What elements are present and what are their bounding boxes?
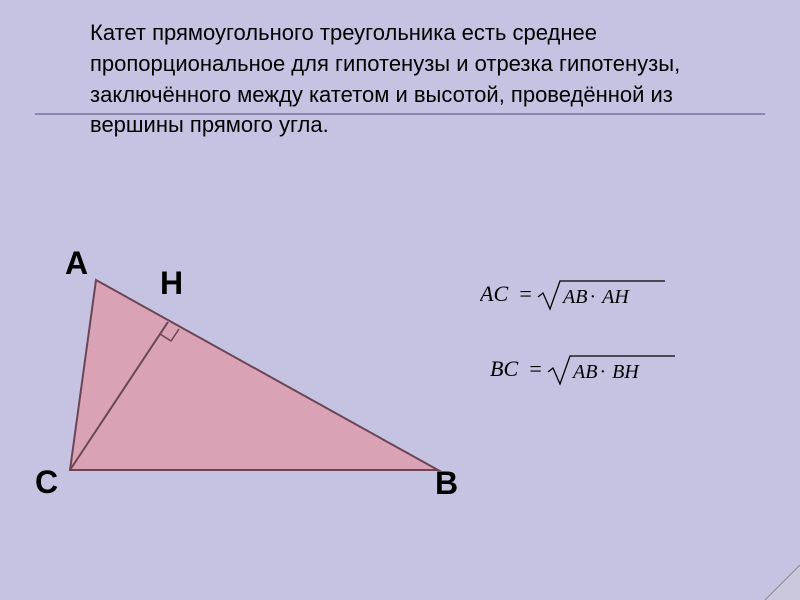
triangle-shape [70, 280, 438, 470]
triangle-diagram: А Н С В [40, 260, 460, 500]
vertex-label-h: Н [160, 265, 183, 302]
page-corner-fold [765, 565, 800, 600]
theorem-text: Катет прямоугольного треугольника есть с… [90, 18, 740, 141]
triangle-svg [40, 260, 460, 500]
svg-text:=: = [518, 281, 533, 306]
vertex-label-b: В [435, 465, 458, 502]
formula-right-1: AB·AH [561, 286, 630, 308]
vertex-label-c: С [35, 464, 58, 501]
vertex-label-a: А [65, 245, 88, 282]
svg-text:=: = [528, 356, 543, 381]
formula-bc: BC = AB·BH [490, 350, 700, 390]
header-underline [35, 113, 765, 115]
formula-right-2: AB·BH [571, 361, 640, 383]
formula-ac: AC = AB·AH [480, 275, 690, 315]
formula-left-2: BC [490, 356, 518, 381]
formula-left-1: AC [480, 281, 508, 306]
